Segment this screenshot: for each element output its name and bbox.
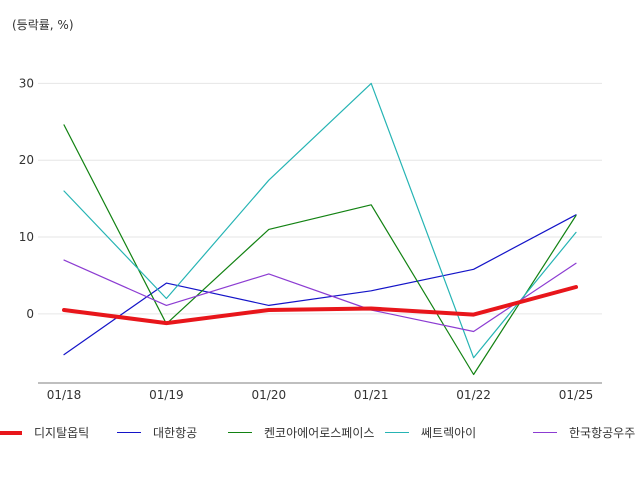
series-line-5: [63, 259, 577, 333]
line-chart: 0 10 20 30 01/18 01/19 01/20 01/21 01/22 01/25: [19, 76, 602, 402]
legend-label: 쎄트렉아이: [421, 426, 477, 440]
x-tick-label: 01/18: [47, 388, 82, 402]
legend-swatch: [0, 430, 22, 435]
y-tick-label: 0: [26, 307, 34, 321]
legend-swatch: [228, 431, 252, 434]
legend-label: 디지탈옵틱: [34, 426, 90, 440]
y-axis-unit-label: (등락률, %): [12, 18, 74, 32]
legend-label: 대한항공: [153, 426, 198, 440]
legend-swatch: [533, 431, 557, 434]
series-line-1: [62, 285, 578, 326]
y-tick-label: 30: [19, 76, 34, 90]
legend-label: 한국항공우주: [569, 426, 636, 440]
legend-item: 대한항공: [117, 424, 197, 441]
legend-item: 쎄트렉아이: [385, 424, 476, 441]
x-tick-label: 01/21: [354, 388, 389, 402]
legend-item: 디지탈옵틱: [0, 424, 89, 441]
series-line-4: [63, 82, 577, 359]
legend-swatch: [117, 431, 141, 434]
legend-item: 한국항공우주: [533, 424, 635, 441]
legend-label: 켄코아에어로스페이스: [264, 426, 375, 440]
x-tick-label: 01/19: [149, 388, 184, 402]
series-line-3: [63, 124, 577, 376]
series-line-2: [63, 214, 577, 356]
x-tick-label: 01/22: [456, 388, 491, 402]
y-tick-label: 20: [19, 153, 34, 167]
legend-item: 켄코아에어로스페이스: [228, 424, 374, 441]
x-tick-label: 01/25: [559, 388, 594, 402]
y-tick-label: 10: [19, 230, 34, 244]
legend-swatch: [385, 431, 409, 434]
x-tick-label: 01/20: [252, 388, 287, 402]
chart-legend: 디지탈옵틱 대한항공 켄코아에어로스페이스 쎄트렉아이 한국항공우주: [0, 424, 640, 446]
